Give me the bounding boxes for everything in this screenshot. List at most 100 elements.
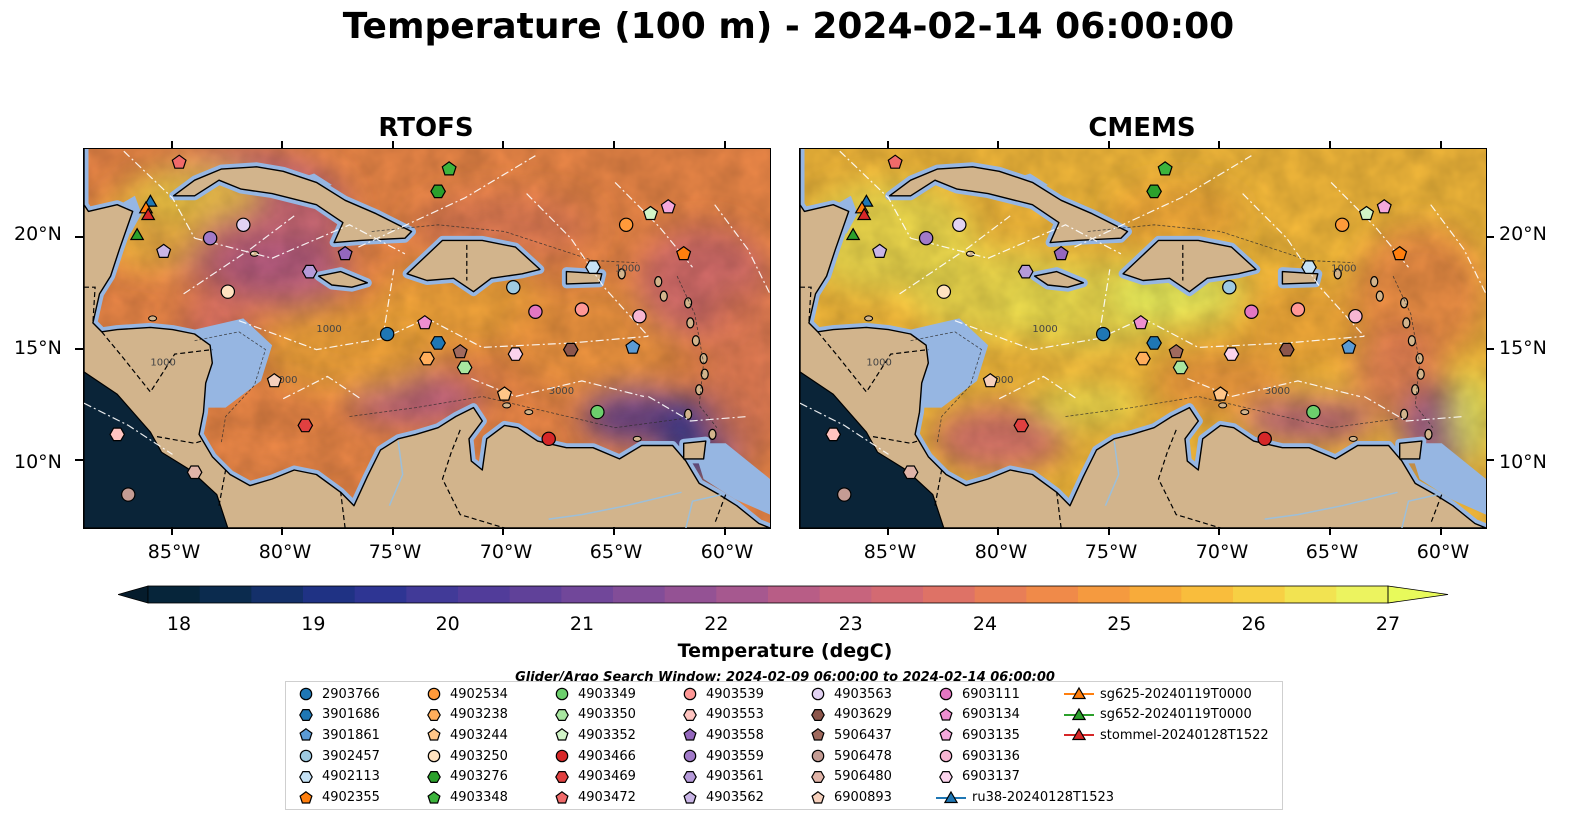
legend-item: 4903250 — [424, 746, 508, 766]
legend-glyph — [811, 728, 825, 741]
legend-item-label: sg652-20240119T0000 — [1100, 707, 1252, 723]
obs-marker-3902457 — [506, 279, 521, 295]
bathymetry-contours — [194, 224, 718, 444]
legend-glyph — [555, 708, 569, 721]
legend-glyph — [683, 770, 697, 783]
obs-marker-sg652-20240119T0000 — [845, 227, 861, 241]
obs-marker-4903349 — [590, 404, 605, 420]
legend-item-label: ru38-20240128T1523 — [972, 790, 1115, 805]
legend-item: 5906480 — [808, 767, 892, 787]
legend-glyph — [811, 749, 825, 763]
lat-tick — [1486, 236, 1494, 239]
legend-marker-icon — [555, 708, 569, 721]
island-antilles — [691, 335, 700, 347]
obs-marker-4903238 — [1135, 351, 1151, 366]
country-borders — [84, 244, 727, 528]
legend-glyph — [939, 687, 953, 701]
legend-item: ru38-20240128T1523 — [936, 788, 1114, 808]
obs-marker-4903250 — [220, 284, 236, 299]
obs-marker-4903348 — [441, 161, 457, 176]
obs-marker-4902534 — [1334, 217, 1350, 233]
legend-item-label: 3902457 — [322, 748, 380, 764]
lon-label-cmems-80: 80°W — [974, 541, 1028, 563]
obs-marker-4903553 — [109, 427, 126, 442]
legend-marker-icon — [1064, 686, 1094, 700]
legend-marker-icon — [936, 790, 966, 803]
legend-glyph — [427, 790, 441, 804]
colorbar-segment — [561, 586, 614, 603]
legend-item: 4903559 — [680, 746, 764, 766]
legend-glyph — [427, 687, 441, 701]
island-small — [1240, 409, 1250, 416]
island-antilles — [1411, 384, 1420, 396]
colorbar-over-arrow — [1387, 585, 1449, 604]
legend-glyph — [555, 687, 569, 701]
obs-marker-4903558 — [337, 245, 353, 261]
legend-glyph — [939, 707, 953, 721]
legend-glyph — [683, 708, 697, 721]
lon-tick — [170, 527, 173, 535]
legend-item: 3901686 — [296, 705, 380, 725]
legend-item: 6903111 — [936, 684, 1020, 704]
island-antilles — [684, 408, 693, 420]
observation-markers — [825, 154, 1408, 502]
country-borders — [800, 244, 1443, 528]
landmass-cuba — [888, 166, 1129, 244]
map-panel-rtofs[interactable]: 1000 2000 3000 1000 1000 — [83, 148, 771, 529]
map-panel-cmems[interactable]: 1000 2000 3000 1000 1000 — [799, 148, 1487, 529]
legend-marker-icon — [683, 708, 697, 721]
legend-item: 6903136 — [936, 746, 1020, 766]
legend-marker-icon — [1064, 728, 1094, 741]
lon-tick — [1329, 527, 1332, 535]
contour-label: 1000 — [150, 357, 175, 368]
legend-glyph — [1071, 707, 1087, 720]
legend-glyph — [555, 749, 569, 763]
colorbar-segment — [148, 586, 201, 603]
legend-glyph — [427, 728, 441, 741]
obs-marker-4903276 — [430, 184, 446, 199]
lon-tick-top — [1218, 141, 1221, 149]
colorbar-segment — [716, 586, 769, 603]
obs-marker-4903561 — [301, 264, 318, 279]
obs-marker-4903559 — [202, 230, 218, 246]
contour-label: 2000 — [272, 375, 297, 386]
lon-label-rtofs-85: 85°W — [147, 541, 201, 563]
legend-item: 4903472 — [552, 788, 636, 808]
legend-item: 4903244 — [424, 725, 508, 745]
legend-marker-icon — [299, 790, 313, 804]
legend-item-label: 4902355 — [322, 790, 380, 805]
legend-marker-icon — [683, 728, 697, 741]
legend-item: 4903349 — [552, 684, 636, 704]
legend-marker-icon — [299, 770, 313, 783]
legend-glyph — [299, 687, 313, 701]
legend-item-label: 4903244 — [450, 727, 508, 743]
legend-item-label: 5906478 — [834, 748, 892, 764]
legend-glyph — [427, 770, 441, 783]
obs-marker-4902534 — [618, 217, 634, 233]
lon-label-rtofs-65: 65°W — [589, 541, 643, 563]
legend-glyph — [299, 749, 313, 763]
colorbar-segment — [354, 586, 407, 603]
legend-glyph — [939, 728, 953, 741]
landmass-trinidad — [1399, 440, 1423, 460]
lon-tick-top — [1439, 141, 1442, 149]
legend-marker-icon — [299, 749, 313, 763]
map-canvas-rtofs: 1000 2000 3000 1000 1000 — [84, 149, 770, 528]
legend-item: 6903134 — [936, 705, 1020, 725]
legend-glyph — [427, 749, 441, 763]
legend-marker-icon — [939, 687, 953, 701]
panel-title-cmems: CMEMS — [1088, 113, 1196, 143]
legend-glyph — [299, 790, 313, 804]
legend-item: 4903553 — [680, 705, 764, 725]
legend-item-label: 6903137 — [962, 769, 1020, 785]
lon-tick — [723, 527, 726, 535]
contour-label: 1000 — [615, 264, 640, 275]
island-small — [1218, 402, 1228, 409]
obs-marker-4902113 — [1301, 260, 1317, 275]
lon-label-cmems-65: 65°W — [1305, 541, 1359, 563]
landmass-trinidad — [683, 440, 707, 460]
legend-glyph — [811, 708, 825, 721]
lon-tick-top — [170, 141, 173, 149]
island-antilles — [1407, 335, 1416, 347]
colorbar-tick-label: 24 — [972, 613, 998, 635]
